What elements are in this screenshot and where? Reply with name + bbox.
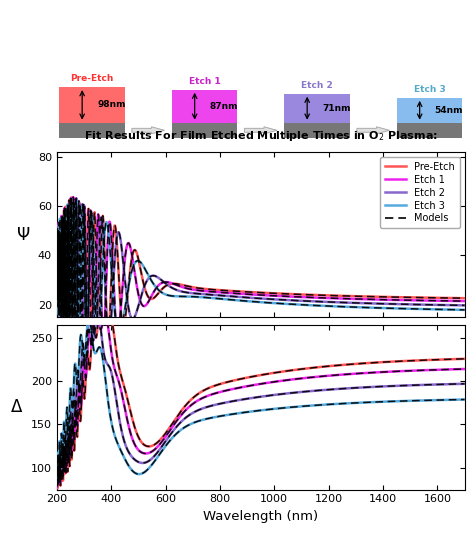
Y-axis label: Ψ: Ψ (18, 225, 31, 244)
Bar (284, 123, 349, 138)
Text: Etch 3: Etch 3 (414, 85, 446, 94)
X-axis label: Wavelength (nm): Wavelength (nm) (203, 510, 318, 523)
Text: 87nm: 87nm (210, 102, 238, 111)
Bar (397, 123, 462, 138)
Text: 98nm: 98nm (97, 101, 126, 109)
Bar (59, 87, 125, 123)
Bar (284, 94, 349, 123)
Text: Etch 2: Etch 2 (301, 81, 333, 90)
Y-axis label: Δ: Δ (11, 398, 23, 416)
Text: 71nm: 71nm (322, 104, 351, 112)
Text: Pre-Etch: Pre-Etch (70, 74, 114, 83)
Text: Etch 1: Etch 1 (189, 77, 220, 86)
Legend: Pre-Etch, Etch 1, Etch 2, Etch 3, Models: Pre-Etch, Etch 1, Etch 2, Etch 3, Models (380, 157, 460, 228)
Bar (59, 123, 125, 138)
Polygon shape (245, 127, 277, 134)
Bar (172, 90, 237, 123)
Polygon shape (132, 127, 164, 134)
Bar (397, 98, 462, 123)
Text: 54nm: 54nm (435, 106, 463, 115)
Bar (172, 123, 237, 138)
Text: Fit Results For Film Etched Multiple Times in O$_2$ Plasma:: Fit Results For Film Etched Multiple Tim… (84, 130, 438, 144)
Polygon shape (357, 127, 390, 134)
